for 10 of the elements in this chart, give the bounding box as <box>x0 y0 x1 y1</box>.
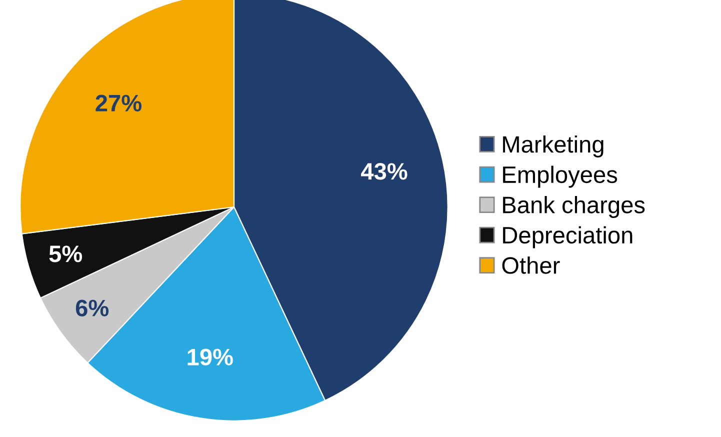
data-label: 43% <box>361 163 408 180</box>
data-label: 5% <box>49 246 82 262</box>
data-label: 6% <box>76 300 109 316</box>
legend-label: Marketing <box>503 135 604 158</box>
data-label: 19% <box>188 348 233 366</box>
legend-label: Other <box>502 256 560 274</box>
legend-label: Bank charges <box>503 196 645 218</box>
data-label: 27% <box>96 94 142 112</box>
legend-label: Depreciation <box>503 226 632 248</box>
legend-label: Employees <box>503 166 618 188</box>
